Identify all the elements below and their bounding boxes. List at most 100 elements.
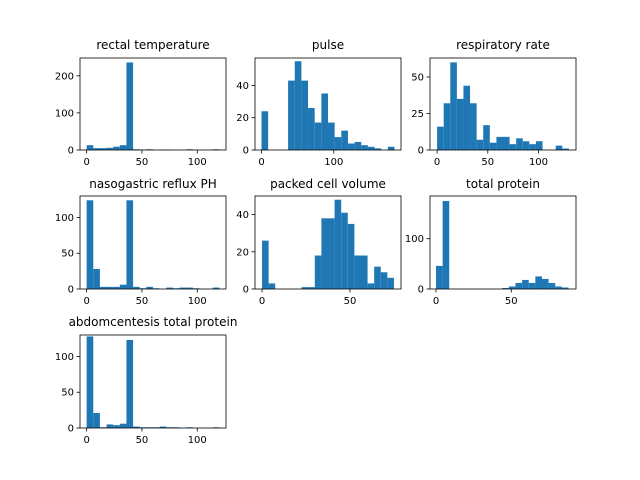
x-tick-label: 100 — [188, 296, 207, 307]
axes-layer: 0 100 0 20 40 — [236, 57, 402, 168]
histogram-bar — [360, 255, 368, 289]
histogram-bar — [387, 277, 394, 289]
axes-frame — [429, 195, 577, 290]
histogram-bar — [489, 142, 497, 150]
x-tick-label: 0 — [83, 296, 89, 307]
histogram-bar — [119, 145, 127, 150]
histogram-bar — [516, 138, 523, 150]
histogram-bar — [212, 287, 220, 289]
bars-layer — [436, 201, 569, 289]
x-tick-label: 0 — [83, 157, 89, 168]
axes-layer: 0 50 100 0 50 100 — [55, 334, 227, 446]
histogram-bar — [133, 426, 140, 428]
histogram-bar — [367, 146, 375, 150]
histogram-bar — [308, 287, 315, 289]
histogram-bar — [328, 122, 335, 150]
histogram-bar — [314, 122, 322, 150]
histogram-bar — [159, 426, 167, 428]
histogram-bar — [93, 412, 100, 428]
histogram-bar — [321, 218, 328, 289]
histogram-bar — [367, 283, 375, 289]
panel-packed-cell-volume: packed cell volume 0 50 0 20 40 — [236, 177, 402, 307]
histogram-bar — [535, 276, 542, 289]
histogram-bar — [294, 61, 302, 151]
histogram-bar — [86, 336, 94, 428]
panel-title: pulse — [312, 38, 344, 52]
histogram-bar — [515, 282, 523, 289]
y-tick-label: 0 — [243, 146, 249, 157]
histogram-bar — [522, 279, 529, 289]
x-tick-label: 100 — [529, 157, 548, 168]
histogram-bar — [380, 272, 388, 289]
y-tick-label: 0 — [68, 285, 74, 296]
histogram-bar — [106, 147, 114, 150]
histogram-bar — [113, 425, 120, 428]
histogram-bar — [555, 286, 562, 289]
axes-frame — [254, 57, 402, 151]
axes-layer: 0 50 0 20 40 — [236, 195, 402, 307]
histogram-bar — [93, 148, 100, 150]
histogram-bar — [522, 141, 530, 150]
histogram-bar — [86, 200, 94, 289]
histogram-bar — [387, 146, 395, 150]
histogram-bar — [476, 139, 484, 150]
x-tick-label: 50 — [136, 296, 149, 307]
histogram-bar — [374, 148, 382, 150]
histogram-bar — [126, 340, 134, 428]
axes-frame — [429, 57, 577, 151]
histogram-bar — [166, 287, 173, 289]
axes-frame — [79, 195, 227, 290]
histogram-bar — [86, 145, 94, 150]
histogram-bar — [308, 108, 315, 150]
histogram-bar — [483, 125, 490, 150]
y-tick-label: 25 — [411, 109, 424, 120]
histogram-bar — [334, 199, 342, 289]
histogram-bar — [354, 141, 362, 150]
x-tick-label: 0 — [434, 157, 440, 168]
axes-layer: 0 50 100 0 50 100 — [55, 195, 227, 307]
histogram-bar — [529, 144, 536, 150]
x-tick-label: 50 — [505, 296, 518, 307]
axes-layer: 0 50 0 100 — [405, 195, 577, 307]
y-tick-label: 100 — [55, 108, 74, 119]
histogram-bar — [301, 80, 309, 150]
histogram-bar — [126, 200, 134, 289]
histogram-bar — [99, 148, 107, 150]
panel-rectal-temperature: rectal temperature 0 50 100 0 100 200 — [55, 38, 227, 168]
x-tick-label: 50 — [481, 157, 494, 168]
histogram-bar — [186, 287, 193, 289]
histogram-bar — [179, 287, 187, 289]
histogram-bar — [437, 126, 444, 150]
histogram-bar — [106, 424, 114, 428]
histogram-bar — [268, 283, 276, 289]
y-tick-label: 40 — [236, 81, 249, 92]
panel-title: total protein — [466, 177, 540, 191]
y-tick-label: 100 — [55, 213, 74, 224]
histogram-bar — [361, 145, 368, 150]
histogram-bar — [321, 93, 328, 150]
y-tick-label: 0 — [418, 285, 424, 296]
histogram-bar — [562, 148, 569, 150]
bars-layer — [262, 199, 394, 289]
y-tick-label: 0 — [243, 285, 249, 296]
histogram-bar — [113, 146, 120, 150]
panel-pulse: pulse 0 100 0 20 40 — [236, 38, 402, 168]
x-tick-label: 0 — [259, 296, 265, 307]
panel-total-protein: total protein 0 50 0 100 — [405, 177, 577, 307]
y-tick-label: 20 — [236, 247, 249, 258]
bars-layer — [261, 61, 395, 151]
y-tick-label: 0 — [68, 146, 74, 157]
histogram-bar — [436, 265, 443, 289]
axes-layer: 0 50 100 0 100 200 — [55, 57, 227, 168]
histogram-bar — [548, 282, 556, 289]
histogram-bar — [99, 286, 107, 289]
histogram-bar — [119, 284, 127, 289]
x-tick-label: 100 — [188, 157, 207, 168]
panel-respiratory-rate: respiratory rate 0 50 100 0 25 50 — [411, 38, 577, 168]
panel-title: respiratory rate — [456, 38, 550, 52]
histogram-bar — [341, 212, 348, 289]
y-tick-label: 0 — [418, 146, 424, 157]
y-tick-label: 50 — [411, 72, 424, 83]
histogram-bar — [334, 137, 342, 150]
